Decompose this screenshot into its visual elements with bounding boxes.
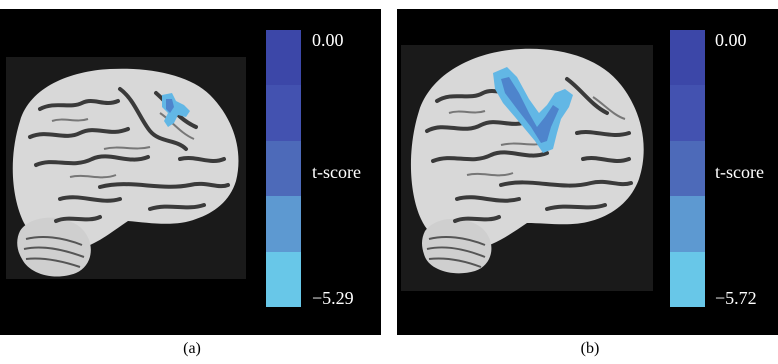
colorbar-segment — [266, 30, 301, 86]
colorbar-segment — [266, 251, 301, 307]
colorbar-segment — [670, 30, 705, 86]
colorbar-segment — [670, 140, 705, 197]
activation-cluster-a — [162, 93, 190, 127]
brain-mri-sagittal-image-b — [401, 45, 653, 291]
colorbar-max-label: 0.00 — [312, 30, 344, 50]
panel-caption-b: (b) — [580, 340, 600, 357]
colorbar-segment — [670, 85, 705, 141]
colorbar-a — [266, 30, 301, 307]
colorbar-segment — [266, 85, 301, 141]
brain-mri-sagittal-image-a — [6, 57, 246, 279]
colorbar-title: t-score — [715, 162, 764, 182]
colorbar-title: t-score — [312, 162, 361, 182]
colorbar-min-label: −5.72 — [715, 288, 757, 308]
colorbar-segment — [266, 140, 301, 197]
figure-panel-a: 0.00 t-score −5.29 — [0, 9, 381, 335]
panel-caption-a: (a) — [183, 340, 201, 357]
colorbar-b — [670, 30, 705, 307]
figure-panel-b: 0.00 t-score −5.72 — [397, 9, 778, 335]
colorbar-max-label: 0.00 — [715, 30, 747, 50]
colorbar-min-label: −5.29 — [312, 288, 354, 308]
colorbar-segment — [266, 196, 301, 252]
colorbar-segment — [670, 251, 705, 307]
activation-cluster-b — [493, 67, 573, 153]
colorbar-segment — [670, 196, 705, 252]
